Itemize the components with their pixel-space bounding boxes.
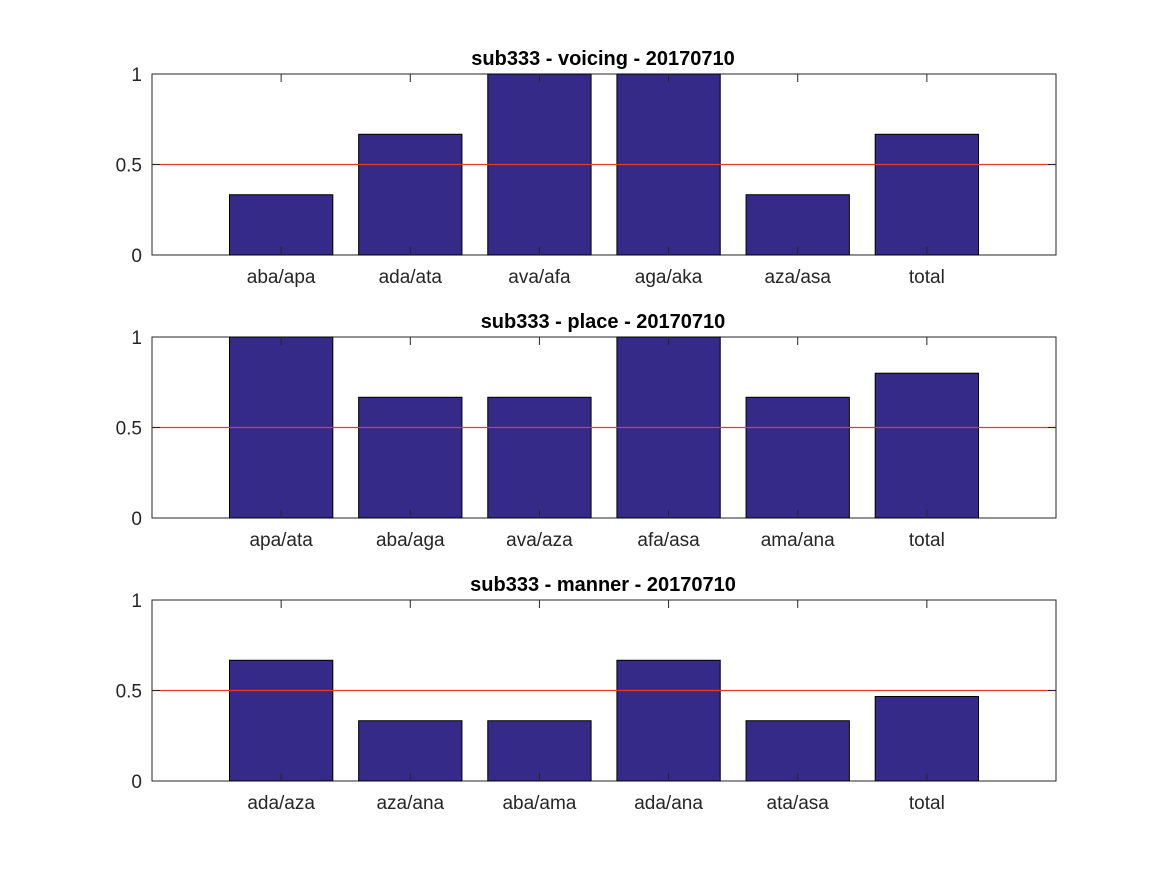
bar — [358, 133, 463, 256]
x-tick-label: ata/asa — [767, 793, 830, 814]
y-tick-label: 1 — [131, 328, 142, 349]
plot-area: 0 0.5 1 ada/aza aza/ana aba/ama ada/ana ata/asa… — [116, 591, 1057, 814]
x-tick-label: aza/ana — [376, 793, 444, 814]
x-tick-label: aga/aka — [635, 267, 703, 288]
bar — [358, 720, 463, 782]
subplot-title: sub333 - voicing - 20170710 — [471, 48, 734, 70]
y-tick-label: 0 — [131, 772, 142, 793]
x-tick-label: total — [909, 793, 945, 814]
x-tick-label: ada/ana — [634, 793, 703, 814]
x-tick-label: afa/asa — [637, 530, 700, 551]
x-tick-label: aba/aga — [376, 530, 445, 551]
bar — [228, 194, 334, 256]
bar — [745, 194, 850, 256]
x-tick-label: ava/aza — [506, 530, 573, 551]
subplot-manner: sub333 - manner - 20170710 0 0.5 1 ada/aza a… — [116, 574, 1057, 814]
x-tick-label: ama/ana — [761, 530, 835, 551]
bar — [487, 396, 592, 519]
subplot-place: sub333 - place - 20170710 0 0.5 1 apa/ata ab… — [116, 311, 1057, 551]
x-tick-label: apa/ata — [249, 530, 313, 551]
y-tick-label: 0.5 — [116, 419, 142, 440]
x-tick-label: total — [909, 267, 945, 288]
bar — [358, 396, 463, 519]
x-tick-label: total — [909, 530, 945, 551]
x-tick-label: aba/apa — [247, 267, 316, 288]
subplot-title: sub333 - manner - 20170710 — [470, 574, 736, 596]
y-tick-label: 0.5 — [116, 682, 142, 703]
y-tick-label: 0.5 — [116, 156, 142, 177]
bar — [874, 695, 980, 782]
subplot-voicing: sub333 - voicing - 20170710 0 0.5 1 aba/apa… — [116, 48, 1057, 288]
y-tick-label: 0 — [131, 509, 142, 530]
bar — [745, 396, 850, 519]
bar — [616, 659, 721, 782]
y-tick-label: 0 — [131, 246, 142, 267]
bar — [487, 720, 592, 782]
x-tick-label: ada/ata — [379, 267, 443, 288]
bar — [745, 720, 850, 782]
y-tick-label: 1 — [131, 591, 142, 612]
bar — [228, 659, 334, 782]
x-tick-label: aba/ama — [502, 793, 576, 814]
y-tick-label: 1 — [131, 65, 142, 86]
plot-area: 0 0.5 1 aba/apa ada/ata ava/afa aga/aka aza/asa… — [116, 65, 1057, 288]
subplot-title: sub333 - place - 20170710 — [481, 311, 726, 333]
x-tick-label: ava/afa — [508, 267, 571, 288]
bar — [874, 372, 980, 519]
plot-area: 0 0.5 1 apa/ata aba/aga ava/aza afa/asa ama/ana… — [116, 328, 1057, 551]
x-tick-label: ada/aza — [247, 793, 315, 814]
x-tick-label: aza/asa — [764, 267, 831, 288]
bar — [874, 133, 980, 256]
